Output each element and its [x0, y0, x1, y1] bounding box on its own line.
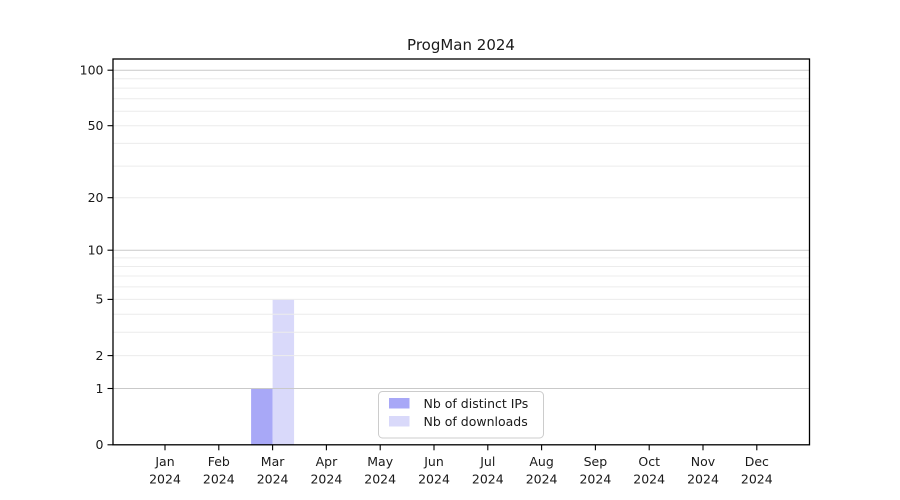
- gridlines-layer: [113, 69, 810, 389]
- x-tick-label-aug: Aug 2024: [526, 454, 558, 487]
- y-tick-label-10: 10: [88, 243, 104, 258]
- y-tick-label-0: 0: [96, 437, 104, 452]
- x-tick-label-jan: Jan 2024: [149, 454, 181, 487]
- bars-layer: [251, 299, 295, 445]
- y-tick-label-5: 5: [96, 292, 104, 307]
- y-tick-label-50: 50: [88, 118, 104, 133]
- y-tick-label-1: 1: [96, 381, 104, 396]
- x-tick-label-dec: Dec 2024: [741, 454, 773, 487]
- bar-nb-of-downloads-mar: [272, 299, 295, 445]
- x-tick-label-mar: Mar 2024: [257, 454, 289, 487]
- legend-swatch-nb-of-downloads: [389, 416, 410, 427]
- legend-label-nb-of-distinct-ips: Nb of distinct IPs: [424, 396, 529, 411]
- y-tick-label-20: 20: [88, 190, 104, 205]
- legend-label-nb-of-downloads: Nb of downloads: [424, 414, 528, 429]
- plot-border: [112, 58, 811, 446]
- legend-box: [378, 391, 544, 439]
- x-tick-label-sep: Sep 2024: [579, 454, 611, 487]
- axes-layer: 0 1 2 5 10 20 50 100 Jan 2024 Feb 2024 Mar 2024 Apr 202…: [80, 58, 811, 487]
- legend-swatch-nb-of-distinct-ips: [389, 398, 410, 409]
- bar-nb-of-distinct-ips-mar: [251, 388, 273, 445]
- legend: Nb of distinct IPs Nb of downloads: [378, 391, 544, 439]
- x-tick-label-apr: Apr 2024: [310, 454, 342, 487]
- y-tick-label-100: 100: [80, 63, 104, 78]
- x-tick-label-oct: Oct 2024: [633, 454, 665, 487]
- x-tick-label-feb: Feb 2024: [203, 454, 235, 487]
- y-tick-label-2: 2: [96, 348, 104, 363]
- x-tick-label-jun: Jun 2024: [418, 454, 450, 487]
- chart-title: ProgMan 2024: [407, 36, 515, 54]
- x-tick-label-nov: Nov 2024: [687, 454, 719, 487]
- x-tick-label-jul: Jul 2024: [472, 454, 504, 487]
- x-tick-label-may: May 2024: [364, 454, 396, 487]
